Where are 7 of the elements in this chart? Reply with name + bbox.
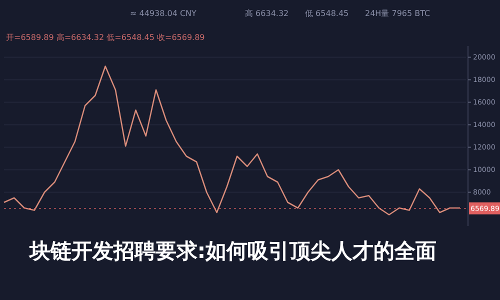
text: 高 6634.32 [245, 9, 289, 18]
line-series [3, 66, 461, 216]
text: ≈ 44938.04 CNY [130, 9, 197, 18]
text: 低 6548.45 [305, 9, 349, 18]
text: 24H量 7965 BTC [365, 9, 431, 18]
text: 开=6589.89 高=6634.32 低=6548.45 收=6569.89 [6, 33, 205, 42]
text: 块链开发招聘要求:如何吸引顶尖人才的全面 [28, 239, 437, 263]
